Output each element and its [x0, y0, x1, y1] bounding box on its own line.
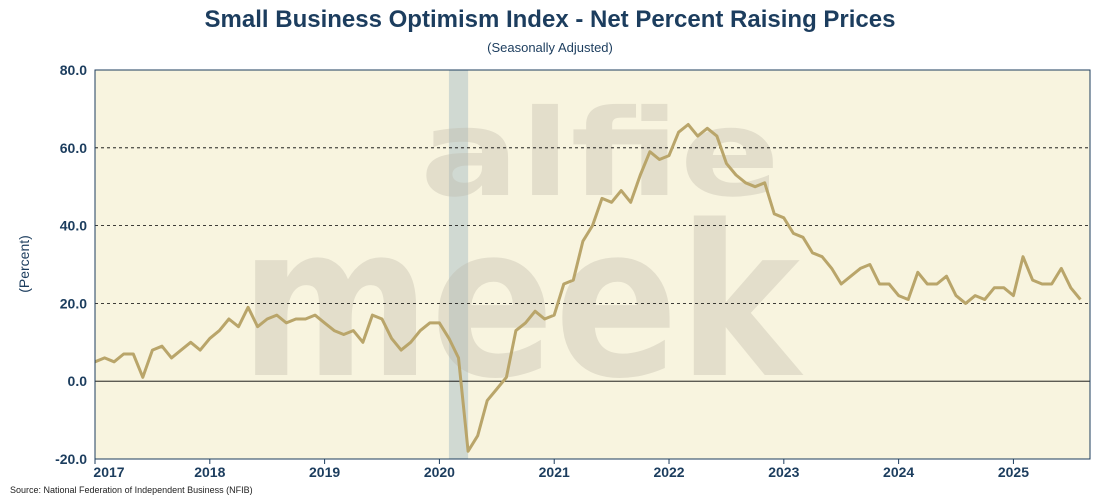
x-axis: 2017 2018 2019 2020 2021 2022 2023 2024 2025: [93, 459, 1029, 480]
x-tick-label: 2025: [998, 464, 1029, 480]
y-tick-label: -20.0: [55, 451, 87, 467]
y-tick-label: 0.0: [68, 373, 88, 389]
x-tick-label: 2024: [883, 464, 914, 480]
watermark-line-2: meek: [240, 180, 804, 425]
x-tick-label: 2019: [309, 464, 340, 480]
y-tick-label: 80.0: [60, 62, 87, 78]
source-note: Source: National Federation of Independe…: [10, 485, 253, 495]
series-line-net-percent-raising-prices: [94, 123, 1082, 453]
y-tick-label: 20.0: [60, 295, 87, 311]
grid: [95, 147, 1090, 382]
plot-area: [95, 70, 1090, 459]
y-axis: 80.0 60.0 40.0 20.0 0.0 -20.0: [55, 62, 87, 467]
y-axis-label: (Percent): [16, 235, 32, 293]
x-tick-label: 2018: [194, 464, 225, 480]
x-tick-label: 2017: [93, 464, 124, 480]
y-tick-label: 40.0: [60, 218, 87, 234]
x-tick-label: 2023: [768, 464, 799, 480]
plot-border: [94, 69, 1091, 460]
x-tick-label: 2021: [539, 464, 570, 480]
x-tick-label: 2020: [424, 464, 455, 480]
x-tick-label: 2022: [653, 464, 684, 480]
recession-band: [448, 70, 469, 459]
y-tick-label: 60.0: [60, 140, 87, 156]
chart-subtitle: (Seasonally Adjusted): [487, 40, 613, 55]
chart-title: Small Business Optimism Index - Net Perc…: [204, 6, 896, 33]
